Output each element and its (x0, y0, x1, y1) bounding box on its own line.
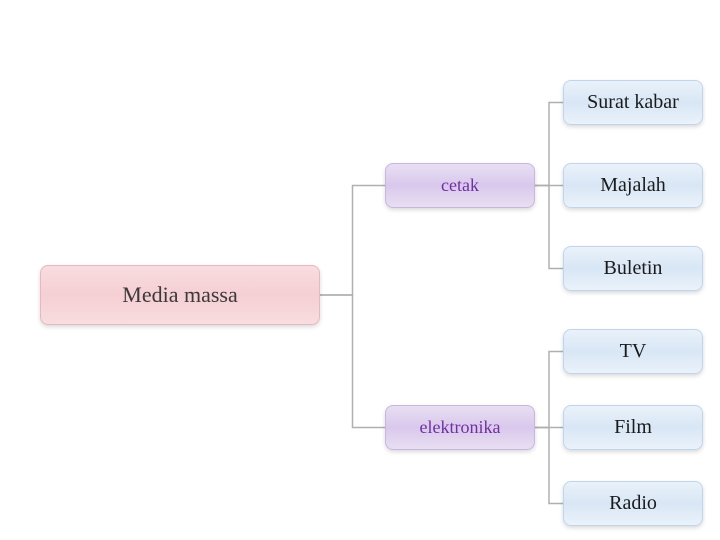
leaf-label: Buletin (604, 257, 663, 280)
connector (535, 186, 563, 269)
leaf-node: Surat kabar (563, 80, 703, 125)
connector (535, 103, 563, 186)
leaf-node: Buletin (563, 246, 703, 291)
category-node-cetak: cetak (385, 163, 535, 208)
category-node-elektronika: elektronika (385, 405, 535, 450)
leaf-label: Surat kabar (587, 91, 679, 114)
category-label: elektronika (420, 417, 501, 438)
category-label: cetak (441, 175, 479, 196)
leaf-node: Majalah (563, 163, 703, 208)
connector (535, 428, 563, 504)
leaf-label: Majalah (600, 174, 666, 197)
connector (535, 352, 563, 428)
root-label: Media massa (122, 282, 237, 308)
leaf-node: Film (563, 405, 703, 450)
leaf-label: TV (620, 340, 647, 363)
connector (320, 295, 385, 428)
leaf-label: Radio (609, 492, 657, 515)
root-node: Media massa (40, 265, 320, 325)
leaf-node: Radio (563, 481, 703, 526)
connector (320, 186, 385, 296)
leaf-node: TV (563, 329, 703, 374)
leaf-label: Film (614, 416, 652, 439)
